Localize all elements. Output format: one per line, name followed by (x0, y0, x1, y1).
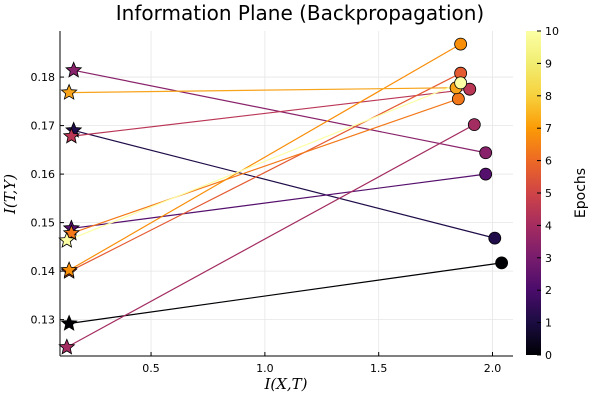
colorbar-tick-label: 0 (545, 349, 552, 362)
colorbar-tick-label: 6 (545, 155, 552, 168)
colorbar-tick-label: 2 (545, 284, 552, 297)
chart-title: Information Plane (Backpropagation) (116, 1, 484, 25)
y-tick-label: 0.17 (31, 120, 56, 133)
x-tick-label: 0.5 (142, 362, 160, 375)
colorbar: 0 1 2 3 4 5 6 7 8 9 10 Epochs (526, 25, 589, 362)
series-line-epoch-9 (69, 87, 457, 94)
y-axis-label: I(T,Y) (1, 174, 19, 215)
grid-lines (60, 31, 513, 356)
y-tick-label: 0.13 (31, 314, 56, 327)
start-markers (58, 61, 83, 355)
start-star-epoch-4 (58, 338, 76, 355)
axes (59, 31, 513, 357)
series-line-epoch-6 (68, 72, 461, 273)
series-line-epoch-2 (71, 173, 486, 230)
series-line-epoch-10 (66, 82, 461, 242)
start-star-epoch-5 (62, 127, 80, 144)
y-tick-label: 0.16 (31, 168, 56, 181)
start-star-epoch-9 (60, 83, 78, 100)
end-point-epoch-2 (479, 167, 493, 181)
colorbar-ticks: 0 1 2 3 4 5 6 7 8 9 10 (537, 25, 559, 362)
end-point-epoch-7 (451, 92, 465, 106)
colorbar-tick-label: 10 (545, 25, 559, 38)
end-markers (449, 37, 509, 270)
colorbar-tick-label: 5 (545, 187, 552, 200)
x-axis-label: I(X,T) (263, 375, 307, 393)
end-point-epoch-1 (488, 231, 502, 245)
colorbar-tick-label: 8 (545, 90, 552, 103)
series-line-epoch-4 (66, 124, 475, 348)
x-tick-label: 1.5 (370, 362, 388, 375)
start-star-epoch-0 (60, 314, 78, 331)
colorbar-tick-label: 4 (545, 219, 552, 232)
end-point-epoch-8 (454, 37, 468, 51)
x-tick-label: 1.0 (256, 362, 274, 375)
colorbar-tick-label: 9 (545, 57, 552, 70)
y-tick-label: 0.15 (31, 217, 56, 230)
end-point-epoch-10 (454, 76, 468, 90)
start-star-epoch-3 (65, 61, 83, 78)
y-tick-label: 0.14 (31, 265, 56, 278)
series-line-epoch-0 (69, 262, 502, 325)
x-ticks: 0.5 1.0 1.5 2.0 (142, 352, 501, 375)
series-line-epoch-8 (68, 43, 461, 271)
end-point-epoch-3 (479, 146, 493, 160)
start-star-epoch-8 (60, 261, 78, 278)
series-line-epoch-7 (71, 98, 459, 234)
series-lines (66, 43, 502, 348)
y-tick-label: 0.18 (31, 71, 56, 84)
end-point-epoch-4 (467, 118, 481, 132)
colorbar-tick-label: 3 (545, 252, 552, 265)
colorbar-tick-label: 1 (545, 317, 552, 330)
colorbar-tick-label: 7 (545, 122, 552, 135)
y-ticks: 0.13 0.14 0.15 0.16 0.17 0.18 (31, 71, 64, 327)
colorbar-label: Epochs (573, 168, 589, 218)
colorbar-gradient (526, 31, 541, 355)
series-line-epoch-1 (73, 129, 495, 239)
end-point-epoch-0 (495, 256, 509, 270)
x-tick-label: 2.0 (484, 362, 502, 375)
end-point-epoch-5 (463, 82, 477, 96)
series-line-epoch-5 (71, 88, 470, 137)
start-star-epoch-10 (58, 231, 76, 248)
